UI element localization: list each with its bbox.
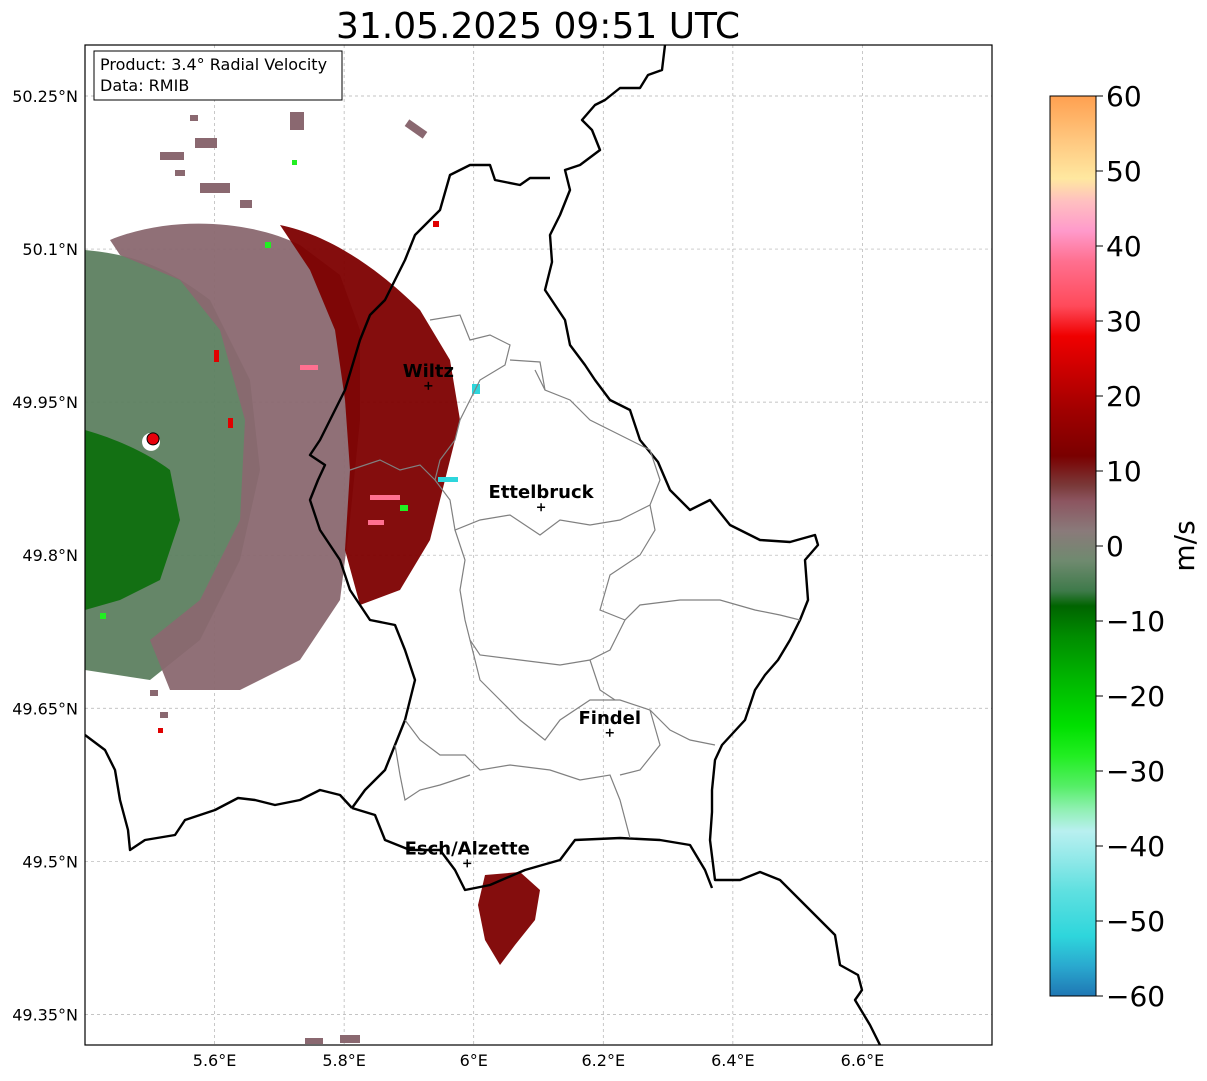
- canton-border-1: [429, 314, 661, 536]
- canton-border-2: [509, 359, 546, 391]
- echo-zone-dark-red: [280, 225, 460, 605]
- canton-border-5: [469, 639, 716, 746]
- canton-border-7: [394, 744, 471, 801]
- lat-tick-label: 50.25°N: [12, 87, 78, 106]
- city-label: Esch/Alzette: [405, 838, 530, 859]
- lon-tick-label: 5.6°E: [193, 1051, 237, 1070]
- lon-tick-label: 6.4°E: [711, 1051, 755, 1070]
- canton-borders: [349, 314, 801, 839]
- longitude-tick-labels: 5.6°E 5.8°E 6°E 6.2°E 6.4°E 6.6°E: [193, 1051, 884, 1070]
- colorbar-tick-label: −20: [1106, 680, 1165, 713]
- lat-tick-label: 49.5°N: [22, 852, 78, 871]
- info-box: Product: 3.4° Radial Velocity Data: RMIB: [93, 50, 343, 101]
- echo-speckles: [150, 112, 428, 1044]
- info-product-label: Product: 3.4° Radial Velocity: [100, 55, 327, 74]
- colorbar-tick-label: −60: [1106, 980, 1165, 1013]
- lon-tick-label: 6°E: [460, 1051, 488, 1070]
- info-box-frame: [93, 50, 343, 101]
- canton-border-4: [599, 504, 656, 621]
- colorbar-tick-label: 10: [1106, 455, 1142, 488]
- colorbar-tick-label: −10: [1106, 605, 1165, 638]
- canton-border-6: [404, 719, 631, 839]
- city-label: Findel: [578, 708, 641, 729]
- radar-site-dot: [146, 432, 160, 446]
- city-marker: Ettelbruck: [489, 482, 595, 512]
- info-data-label: Data: RMIB: [100, 76, 189, 95]
- colorbar-gradient: [1049, 95, 1097, 997]
- lat-tick-label: 49.8°N: [22, 546, 78, 565]
- lat-tick-label: 49.35°N: [12, 1005, 78, 1024]
- city-marker: Wiltz: [403, 361, 454, 390]
- lat-tick-label: 49.65°N: [12, 699, 78, 718]
- colorbar-tick-label: −50: [1106, 905, 1165, 938]
- lat-tick-label: 50.1°N: [22, 240, 78, 259]
- country-borders: [85, 45, 882, 1045]
- canton-border-8: [589, 659, 661, 776]
- echo-cell-south: [478, 872, 540, 965]
- echo-bright-green-speckles: [100, 160, 408, 619]
- map-panel: Wiltz Ettelbruck Findel Esch/Alzette: [85, 45, 992, 1045]
- radar-echo-field: [85, 112, 540, 1044]
- colorbar-tick-label: −40: [1106, 830, 1165, 863]
- colorbar-tick-label: 20: [1106, 380, 1142, 413]
- colorbar-ticks: 60 50 40 30 20 10 0 −10 −20 −30 −40 −50 −60: [1096, 80, 1165, 1013]
- city-markers: Wiltz Ettelbruck Findel Esch/Alzette: [403, 361, 641, 868]
- colorbar: 60 50 40 30 20 10 0 −10 −20 −30 −40 −50 −60 m/s: [1049, 80, 1201, 1013]
- echo-zone-dark-green: [85, 430, 180, 610]
- colorbar-tick-label: 0: [1106, 530, 1124, 563]
- colorbar-tick-label: 30: [1106, 305, 1142, 338]
- colorbar-tick-label: 60: [1106, 80, 1142, 113]
- city-label: Wiltz: [403, 361, 454, 382]
- lon-tick-label: 6.2°E: [582, 1051, 626, 1070]
- map-frame: [84, 44, 993, 1046]
- border-france-belgium: [85, 734, 353, 852]
- lon-tick-label: 6.6°E: [841, 1051, 885, 1070]
- radar-site-marker: [142, 432, 161, 451]
- border-luxembourg-south: [351, 806, 714, 892]
- echo-zone-mauve: [110, 223, 360, 691]
- colorbar-unit-label: m/s: [1168, 520, 1201, 571]
- city-marker: Esch/Alzette: [405, 838, 530, 868]
- city-marker: Findel: [578, 708, 641, 737]
- city-label: Ettelbruck: [489, 482, 595, 503]
- canton-border-9: [349, 459, 436, 481]
- latitude-tick-labels: 50.25°N 50.1°N 49.95°N 49.8°N 49.65°N 49.5°N 4…: [12, 87, 78, 1024]
- lon-tick-label: 5.8°E: [322, 1051, 366, 1070]
- border-luxembourg-north-west: [308, 163, 550, 809]
- figure-title: 31.05.2025 09:51 UTC: [336, 6, 740, 47]
- colorbar-tick-label: 50: [1106, 155, 1142, 188]
- colorbar-tick-label: 40: [1106, 230, 1142, 263]
- lat-tick-label: 49.95°N: [12, 393, 78, 412]
- echo-pink-speckles: [300, 365, 400, 525]
- colorbar-tick-label: −30: [1106, 755, 1165, 788]
- echo-red-speckles: [158, 221, 439, 733]
- border-luxembourg-north-east: [543, 45, 882, 1045]
